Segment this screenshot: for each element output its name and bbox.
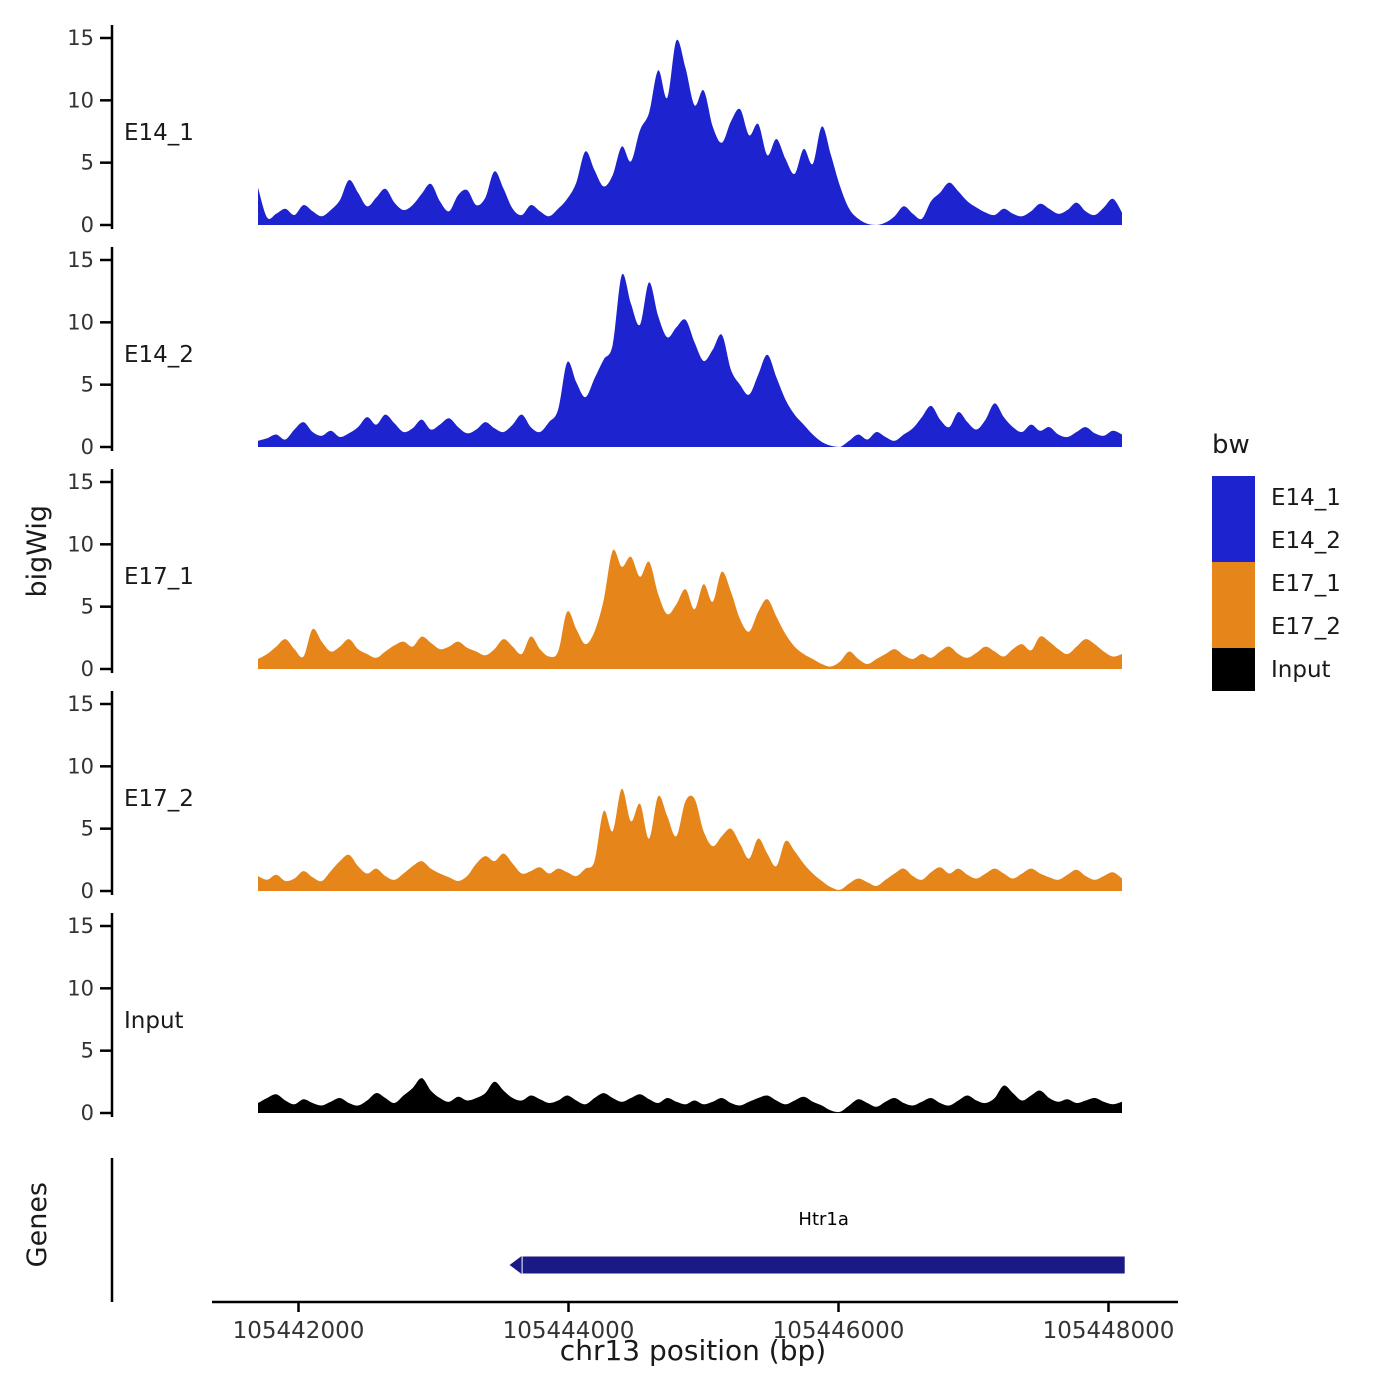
x-axis: 105442000 105444000 105446000 105448000	[212, 1300, 1178, 1344]
y-tick-label: 10	[67, 976, 94, 1000]
y-tick-label: 0	[81, 213, 94, 237]
y-axis-title-bigwig: bigWig	[22, 505, 53, 598]
track-label-Input: Input	[124, 1008, 184, 1034]
coverage-area-E17_2	[258, 788, 1122, 891]
y-tick-label: 15	[67, 26, 94, 50]
track-label-E14_1: E14_1	[124, 120, 194, 146]
x-tick-label: 105448000	[1043, 1318, 1175, 1344]
y-tick-label: 0	[81, 435, 94, 459]
legend-item-e14-1: E14_1	[1212, 476, 1341, 519]
legend-swatch-e14-1	[1212, 476, 1255, 519]
coverage-area-E17_1	[258, 549, 1122, 669]
y-tick-label: 10	[67, 754, 94, 778]
y-axis-title-genes: Genes	[22, 1182, 53, 1268]
legend-swatch-e17-1	[1212, 562, 1255, 605]
y-tick-label: 15	[67, 470, 94, 494]
legend-label: E14_2	[1271, 527, 1341, 554]
legend-item-input: Input	[1212, 648, 1341, 691]
y-tick-label: 5	[81, 817, 94, 841]
legend-label: E14_1	[1271, 484, 1341, 511]
y-tick-label: 5	[81, 595, 94, 619]
x-tick-label: 105442000	[233, 1318, 365, 1344]
legend-item-e17-2: E17_2	[1212, 605, 1341, 648]
gene-body-Htr1a	[522, 1256, 1125, 1274]
x-tick-label: 105446000	[773, 1318, 905, 1344]
legend-title: bw	[1212, 430, 1250, 460]
y-tick-label: 10	[67, 310, 94, 334]
legend-swatch-e17-2	[1212, 605, 1255, 648]
legend-label: E17_1	[1271, 570, 1341, 597]
gene-strand-arrow-icon	[509, 1256, 522, 1274]
x-axis-title: chr13 position (bp)	[559, 1334, 827, 1367]
coverage-area-Input	[258, 1078, 1122, 1113]
track-label-E14_2: E14_2	[124, 342, 194, 368]
y-tick-label: 15	[67, 914, 94, 938]
legend-label: Input	[1271, 656, 1331, 683]
y-tick-label: 0	[81, 657, 94, 681]
legend-label: E17_2	[1271, 613, 1341, 640]
y-tick-label: 10	[67, 532, 94, 556]
track-label-E17_1: E17_1	[124, 564, 194, 590]
legend: bw E14_1 E14_2 E17_1 E17_2 Input	[1212, 430, 1341, 691]
coverage-area-E14_2	[258, 273, 1122, 447]
legend-item-e17-1: E17_1	[1212, 562, 1341, 605]
genes-panel: Htr1a	[110, 1158, 1125, 1302]
track-Input: 0 5 10 15 Input	[67, 913, 1122, 1125]
y-tick-label: 15	[67, 692, 94, 716]
track-E14_1: 0 5 10 15 E14_1	[67, 25, 1122, 237]
gene-label: Htr1a	[798, 1209, 848, 1230]
legend-item-e14-2: E14_2	[1212, 519, 1341, 562]
coverage-area-E14_1	[258, 39, 1122, 226]
y-tick-label: 0	[81, 879, 94, 903]
y-tick-label: 10	[67, 88, 94, 112]
track-label-E17_2: E17_2	[124, 786, 194, 812]
y-tick-label: 5	[81, 373, 94, 397]
legend-swatch-e14-2	[1212, 519, 1255, 562]
track-E17_2: 0 5 10 15 E17_2	[67, 691, 1122, 903]
track-E14_2: 0 5 10 15 E14_2	[67, 247, 1122, 459]
x-tick-label: 105444000	[503, 1318, 635, 1344]
y-tick-label: 15	[67, 248, 94, 272]
legend-swatch-input	[1212, 648, 1255, 691]
y-tick-label: 0	[81, 1101, 94, 1125]
track-E17_1: 0 5 10 15 E17_1	[67, 469, 1122, 681]
y-tick-label: 5	[81, 1039, 94, 1063]
y-tick-label: 5	[81, 151, 94, 175]
